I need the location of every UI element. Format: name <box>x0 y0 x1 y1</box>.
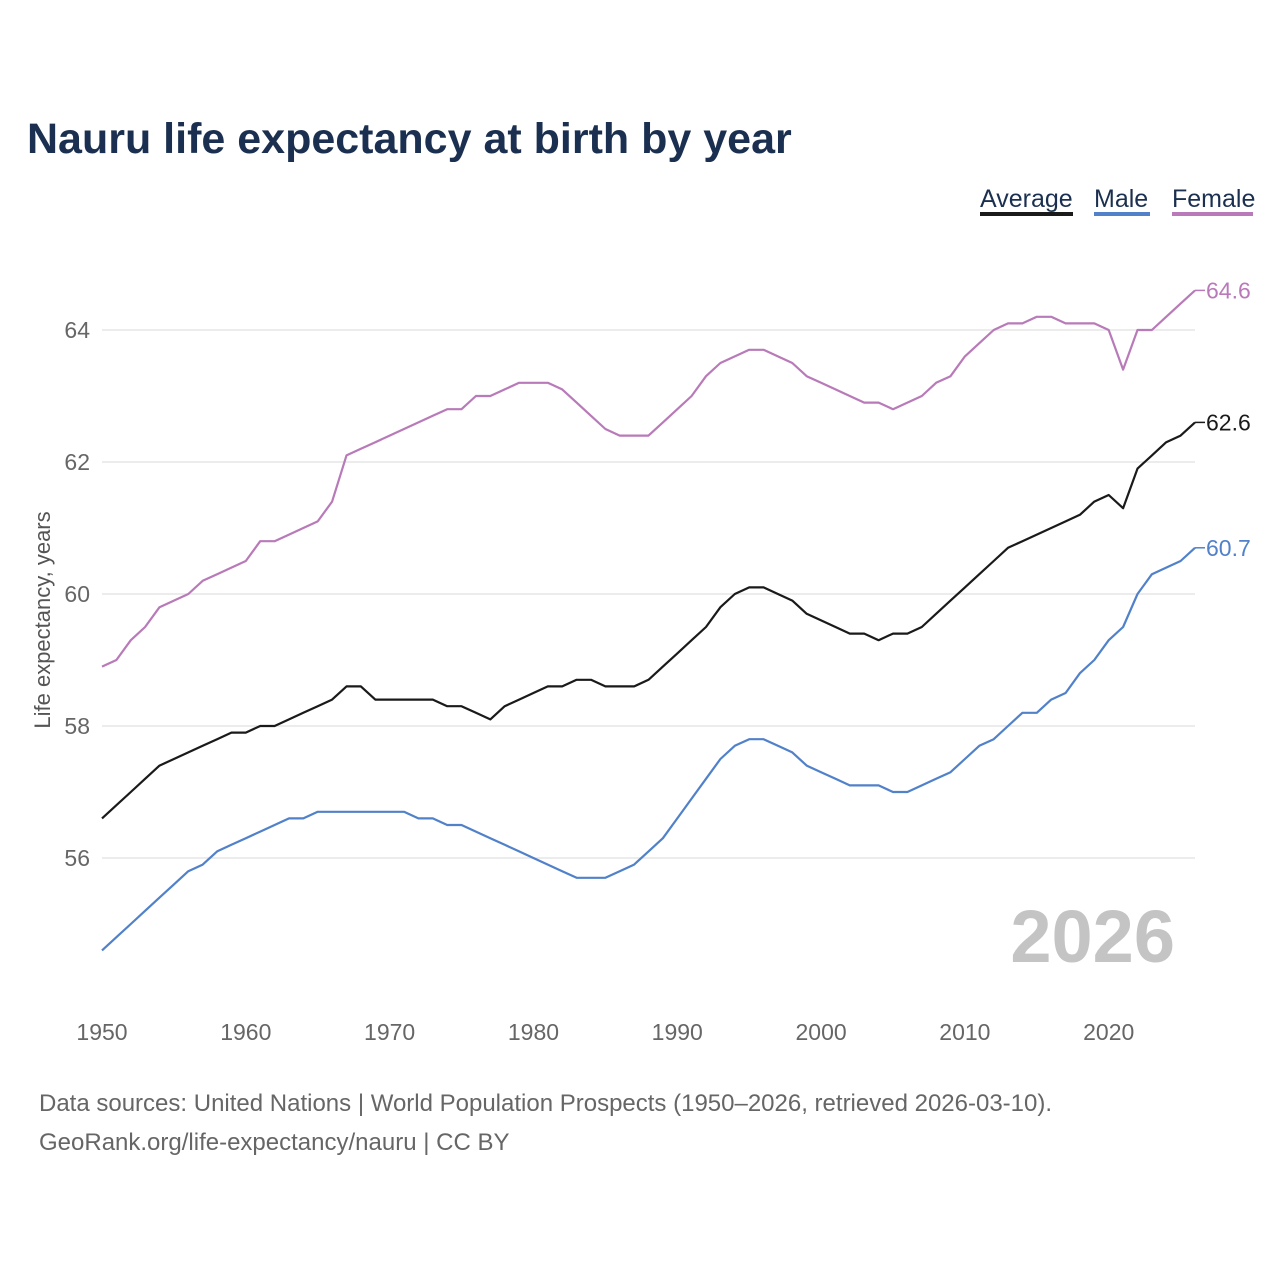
x-tick-label: 2000 <box>795 1019 846 1045</box>
end-label-female: 64.6 <box>1206 277 1251 303</box>
x-tick-label: 1960 <box>220 1019 271 1045</box>
legend-swatch <box>980 212 1073 216</box>
y-tick-label: 62 <box>64 449 90 475</box>
grid <box>102 329 1195 859</box>
x-tick-label: 1990 <box>652 1019 703 1045</box>
legend-item-average[interactable]: Average <box>980 185 1073 216</box>
x-tick-label: 1970 <box>364 1019 415 1045</box>
legend-item-male[interactable]: Male <box>1094 185 1150 216</box>
y-tick-label: 58 <box>64 713 90 739</box>
legend-swatch <box>1094 212 1150 216</box>
y-tick-label: 60 <box>64 581 90 607</box>
y-tick-label: 56 <box>64 845 90 871</box>
y-axis: 56 58 60 62 64 <box>64 317 90 871</box>
legend-item-female[interactable]: Female <box>1172 185 1255 216</box>
series-lines: 62.6 60.7 64.6 <box>101 277 1251 952</box>
legend-label: Average <box>980 185 1073 213</box>
footer-link[interactable]: GeoRank.org/life-expectancy/nauru | CC B… <box>39 1129 509 1156</box>
x-tick-label: 1980 <box>508 1019 559 1045</box>
series-line-male <box>101 546 1196 952</box>
year-watermark: 2026 <box>1010 895 1175 978</box>
y-axis-label: Life expectancy, years <box>30 511 55 728</box>
series-line-average <box>101 421 1196 820</box>
x-tick-label: 1950 <box>76 1019 127 1045</box>
x-axis: 1950 1960 1970 1980 1990 2000 2010 2020 <box>76 1019 1134 1045</box>
legend-swatch <box>1172 212 1253 216</box>
footer-sources: Data sources: United Nations | World Pop… <box>39 1090 1052 1117</box>
legend-label: Male <box>1094 185 1148 213</box>
end-label-male: 60.7 <box>1206 535 1251 561</box>
x-tick-label: 2010 <box>939 1019 990 1045</box>
y-tick-label: 64 <box>64 317 90 343</box>
x-tick-label: 2020 <box>1083 1019 1134 1045</box>
series-line-female <box>101 289 1196 668</box>
chart-title: Nauru life expectancy at birth by year <box>27 115 792 163</box>
legend-label: Female <box>1172 185 1255 213</box>
end-label-average: 62.6 <box>1206 409 1251 435</box>
legend: Average Male Female <box>980 185 1255 216</box>
